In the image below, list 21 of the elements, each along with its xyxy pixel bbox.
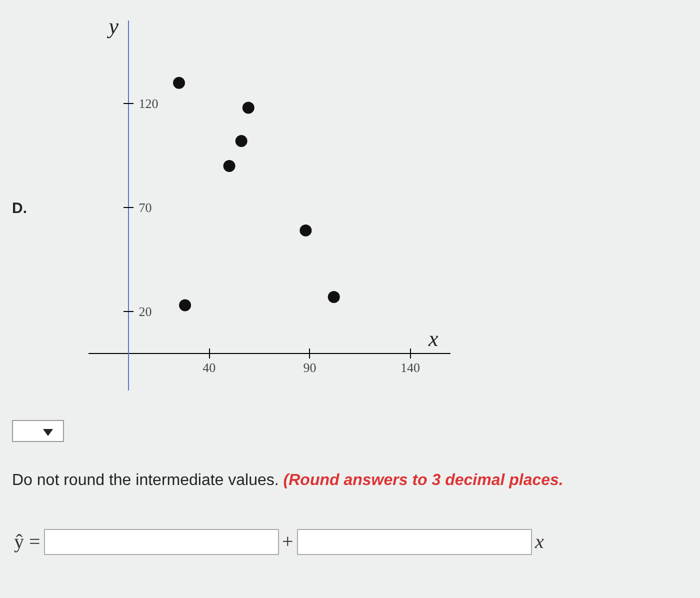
point	[223, 160, 236, 172]
text: ŷ =	[14, 530, 40, 553]
x-tick-label: 40	[202, 360, 216, 376]
point	[242, 102, 254, 114]
x-tick-label: 90	[303, 360, 316, 376]
y-tick-label: 70	[138, 200, 152, 216]
text: +	[282, 530, 294, 553]
point	[173, 76, 185, 89]
y-axis-title: y	[106, 14, 119, 38]
text: Do not round the intermediate values.	[12, 472, 280, 490]
x-axis-title: x	[428, 326, 438, 352]
text: D.	[12, 200, 27, 217]
y-tick-label: 120	[138, 96, 158, 112]
point	[328, 290, 340, 303]
text: x	[534, 530, 544, 553]
point	[300, 224, 312, 236]
point	[235, 135, 248, 148]
text: (Round answers to 3 decimal places.	[283, 472, 564, 490]
y-tick-label: 20	[138, 304, 152, 320]
x-tick-label: 140	[400, 360, 420, 376]
point	[179, 299, 192, 312]
